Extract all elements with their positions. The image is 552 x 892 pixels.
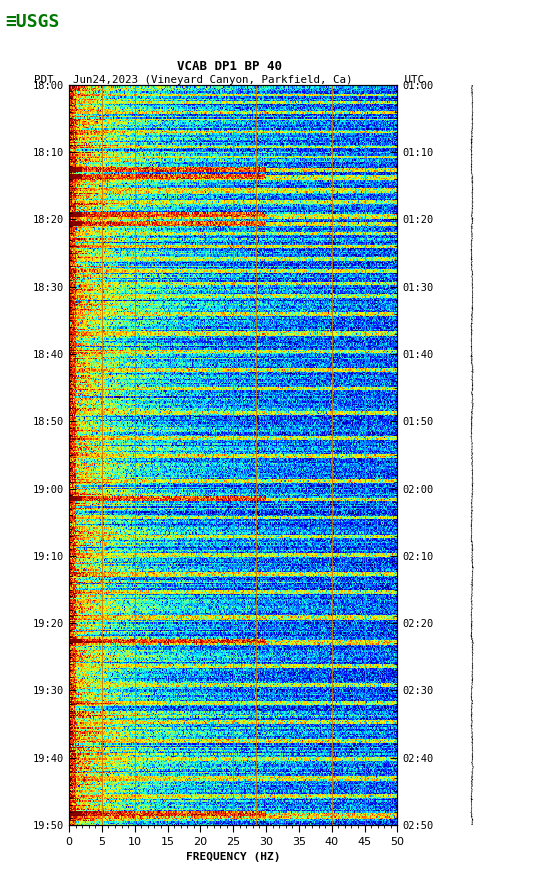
Text: PDT   Jun24,2023 (Vineyard Canyon, Parkfield, Ca)        UTC: PDT Jun24,2023 (Vineyard Canyon, Parkfie… (34, 75, 424, 85)
X-axis label: FREQUENCY (HZ): FREQUENCY (HZ) (186, 853, 280, 863)
Text: VCAB DP1 BP 40: VCAB DP1 BP 40 (177, 60, 282, 73)
Text: ≡USGS: ≡USGS (6, 13, 60, 31)
